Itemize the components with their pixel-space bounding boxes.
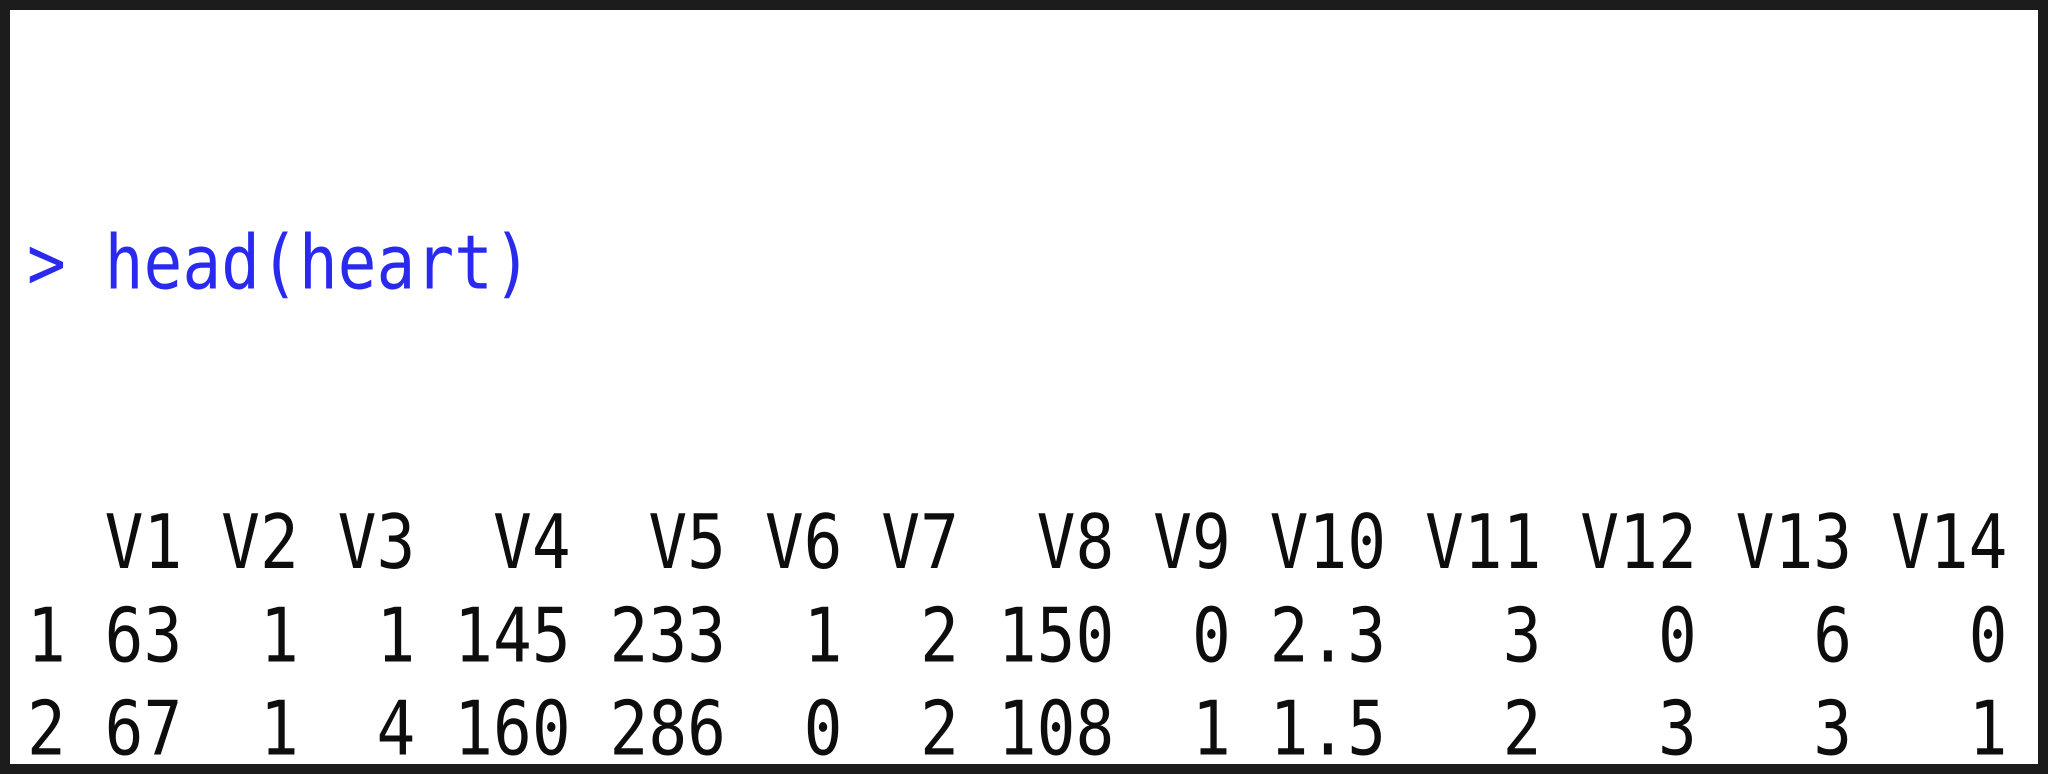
- console-input-line: > head(heart): [27, 217, 2038, 310]
- r-console-output: > head(heart) V1 V2 V3 V4 V5 V6 V7 V8 V9…: [27, 31, 2038, 774]
- table-row-line: 2 67 1 4 160 286 0 2 108 1 1.5 2 3 3 1: [27, 685, 2008, 774]
- console-prompt: >: [27, 219, 105, 308]
- console-table-output: V1 V2 V3 V4 V5 V6 V7 V8 V9 V10 V11 V12 V…: [27, 497, 2038, 774]
- console-content-area[interactable]: > head(heart) V1 V2 V3 V4 V5 V6 V7 V8 V9…: [10, 10, 2038, 774]
- console-command: head(heart): [104, 219, 532, 308]
- table-header-line: V1 V2 V3 V4 V5 V6 V7 V8 V9 V10 V11 V12 V…: [27, 499, 2008, 587]
- table-row-line: 1 63 1 1 145 233 1 2 150 0 2.3 3 0 6 0: [27, 592, 2008, 680]
